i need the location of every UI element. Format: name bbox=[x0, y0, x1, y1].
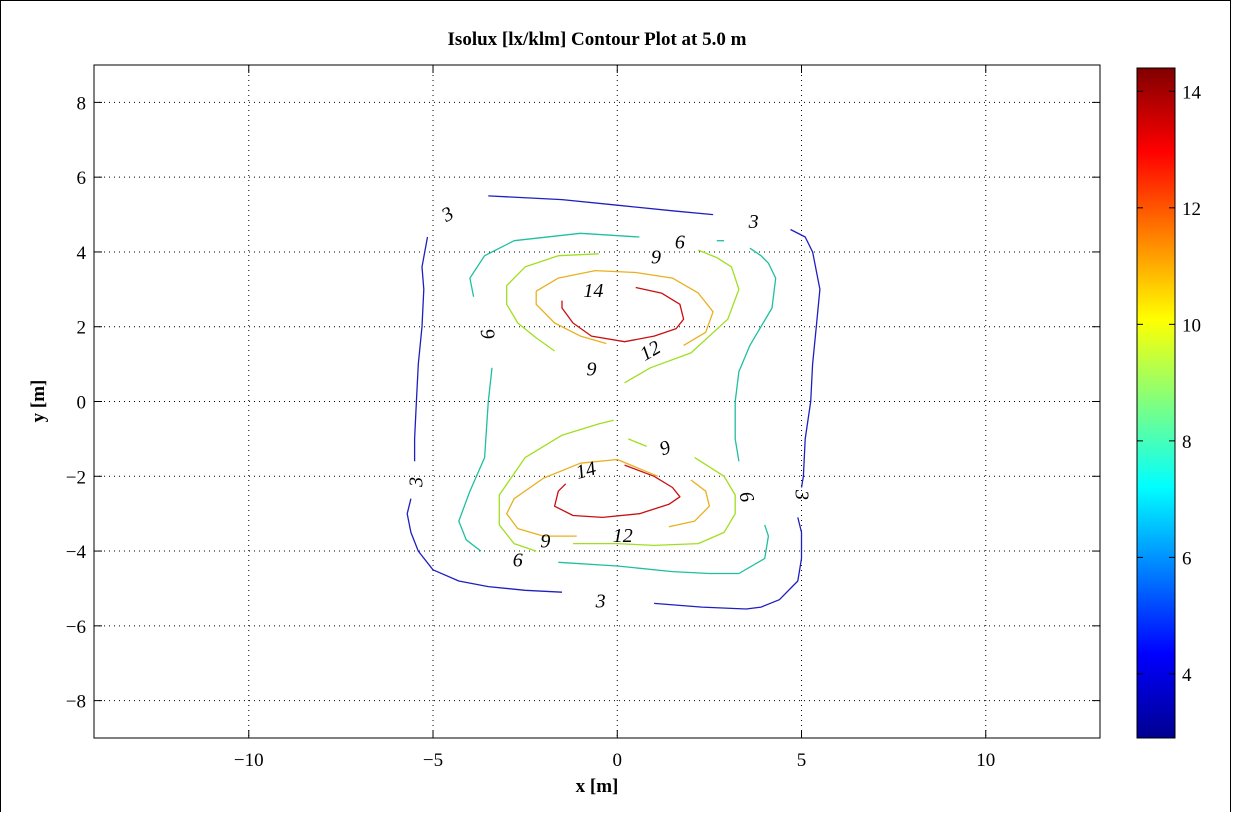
contour-line-3 bbox=[413, 236, 429, 462]
contour-label-9: 9 bbox=[657, 436, 674, 460]
contour-label-3: 3 bbox=[405, 477, 427, 488]
contour-line-9 bbox=[624, 249, 740, 384]
contour-line-14 bbox=[561, 286, 685, 343]
contour-label-9: 9 bbox=[586, 359, 596, 381]
contour-label-3: 3 bbox=[437, 203, 458, 228]
contour-line-6 bbox=[734, 247, 777, 462]
x-tick-label: 10 bbox=[976, 750, 995, 771]
y-axis-label: y [m] bbox=[28, 380, 49, 423]
contour-label-14: 14 bbox=[583, 280, 603, 302]
contour-label-6: 6 bbox=[675, 232, 685, 254]
y-tick-label: −6 bbox=[66, 617, 86, 638]
contour-label-9: 9 bbox=[540, 531, 550, 553]
x-tick-label: −5 bbox=[423, 750, 443, 771]
x-tick-label: 0 bbox=[613, 750, 623, 771]
contour-label-3: 3 bbox=[791, 489, 813, 500]
contour-line-14 bbox=[553, 464, 681, 519]
contour-line-3 bbox=[790, 228, 821, 488]
y-tick-label: 8 bbox=[77, 93, 87, 114]
axis-ticks: −10 −5 0 5 10 −8 −6 −4 −2 0 2 4 6 8 bbox=[66, 65, 1100, 771]
chart-title: Isolux [lx/klm] Contour Plot at 5.0 m bbox=[448, 29, 747, 50]
contour-label-12: 12 bbox=[613, 525, 633, 547]
y-tick-label: −2 bbox=[66, 467, 86, 488]
y-tick-label: 0 bbox=[77, 393, 87, 414]
colorbar-tick-label: 8 bbox=[1182, 432, 1192, 453]
x-tick-label: −10 bbox=[234, 750, 264, 771]
y-tick-label: −8 bbox=[66, 692, 86, 713]
contour-line-9 bbox=[628, 438, 647, 448]
contour-label-6: 6 bbox=[734, 489, 758, 504]
contour-line-9 bbox=[506, 253, 599, 352]
colorbar-tick-label: 10 bbox=[1182, 315, 1201, 336]
colorbar-tick-label: 4 bbox=[1182, 665, 1192, 686]
y-tick-label: 6 bbox=[77, 168, 87, 189]
colorbar-tick-label: 14 bbox=[1182, 82, 1202, 103]
contour-line-3 bbox=[654, 517, 803, 610]
contour-line-3 bbox=[488, 195, 714, 216]
colorbar-tick-label: 12 bbox=[1182, 199, 1201, 220]
contour-line-12 bbox=[535, 269, 714, 346]
contour-line-12 bbox=[506, 458, 659, 537]
grid bbox=[94, 65, 1100, 738]
contour-line-3 bbox=[406, 498, 563, 593]
contour-line-9 bbox=[498, 419, 614, 552]
y-tick-label: 2 bbox=[77, 318, 87, 339]
contour-label-3: 3 bbox=[595, 591, 606, 613]
colorbar-ticks: 4 6 8 10 12 14 bbox=[1137, 82, 1202, 686]
colorbar bbox=[1136, 67, 1176, 739]
y-tick-label: −4 bbox=[66, 542, 87, 563]
contour-line-9 bbox=[573, 457, 736, 547]
contour-line-6 bbox=[458, 367, 493, 552]
contour-line-12 bbox=[535, 291, 607, 345]
contour-label-6: 6 bbox=[513, 549, 523, 571]
contour-line-6 bbox=[558, 524, 770, 575]
contour-line-12 bbox=[668, 479, 711, 528]
x-axis-label: x [m] bbox=[576, 776, 619, 797]
contour-lines bbox=[406, 195, 821, 610]
contour-label-6: 6 bbox=[477, 327, 500, 341]
contour-label-12: 12 bbox=[636, 336, 664, 365]
contour-label-3: 3 bbox=[748, 211, 759, 233]
x-tick-label: 5 bbox=[797, 750, 807, 771]
y-tick-label: 4 bbox=[77, 243, 87, 264]
contour-label-9: 9 bbox=[651, 247, 661, 269]
contour-line-6 bbox=[469, 232, 640, 297]
colorbar-tick-label: 6 bbox=[1182, 548, 1192, 569]
